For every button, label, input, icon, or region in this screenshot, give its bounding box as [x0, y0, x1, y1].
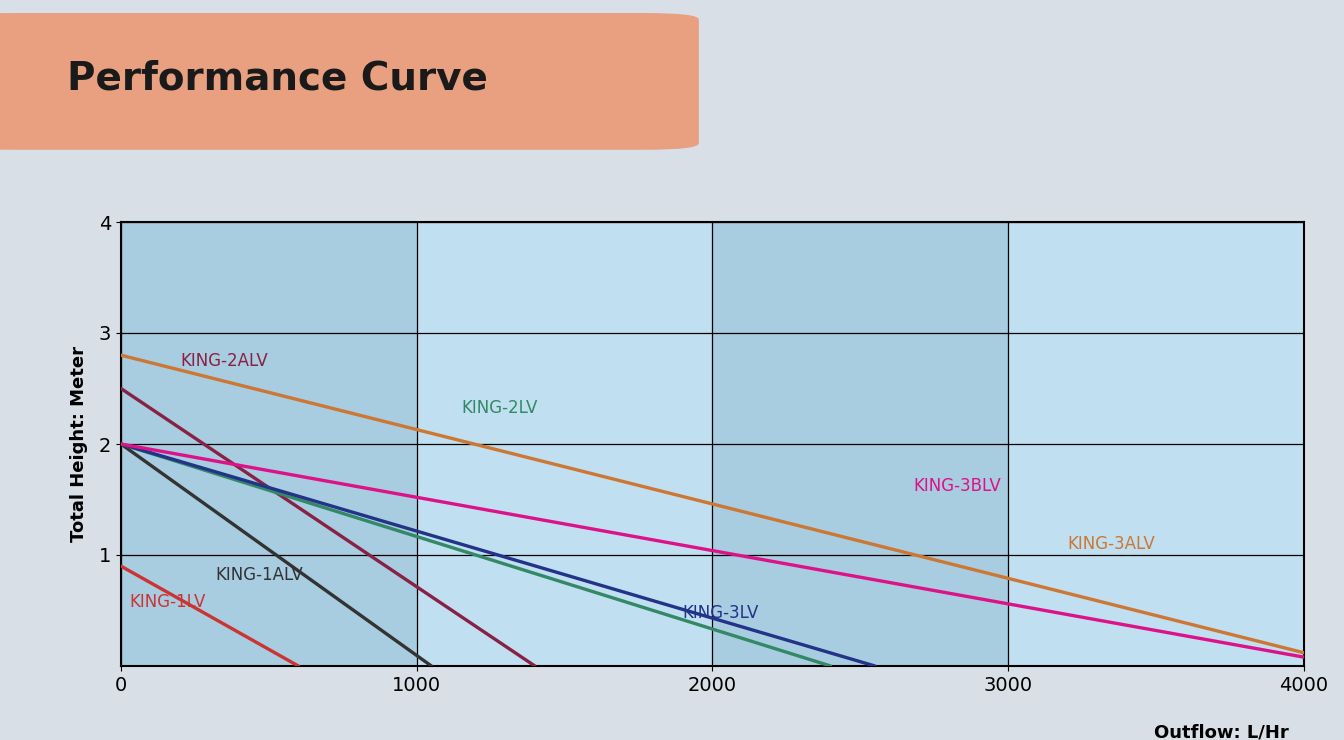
Text: KING-2LV: KING-2LV — [461, 400, 538, 417]
Text: Performance Curve: Performance Curve — [67, 59, 488, 97]
Y-axis label: Total Height: Meter: Total Height: Meter — [70, 346, 87, 542]
Text: KING-1LV: KING-1LV — [130, 593, 206, 610]
Bar — [417, 222, 712, 666]
Bar — [1008, 222, 1304, 666]
Text: KING-3ALV: KING-3ALV — [1067, 535, 1154, 553]
Bar — [712, 222, 1008, 666]
FancyBboxPatch shape — [0, 13, 699, 149]
Text: KING-3BLV: KING-3BLV — [914, 477, 1001, 495]
Bar — [121, 222, 417, 666]
Text: KING-2ALV: KING-2ALV — [180, 352, 267, 370]
X-axis label: Outflow: L/Hr: Outflow: L/Hr — [1153, 724, 1289, 740]
Text: KING-3LV: KING-3LV — [683, 604, 759, 622]
Text: KING-1ALV: KING-1ALV — [215, 566, 304, 584]
